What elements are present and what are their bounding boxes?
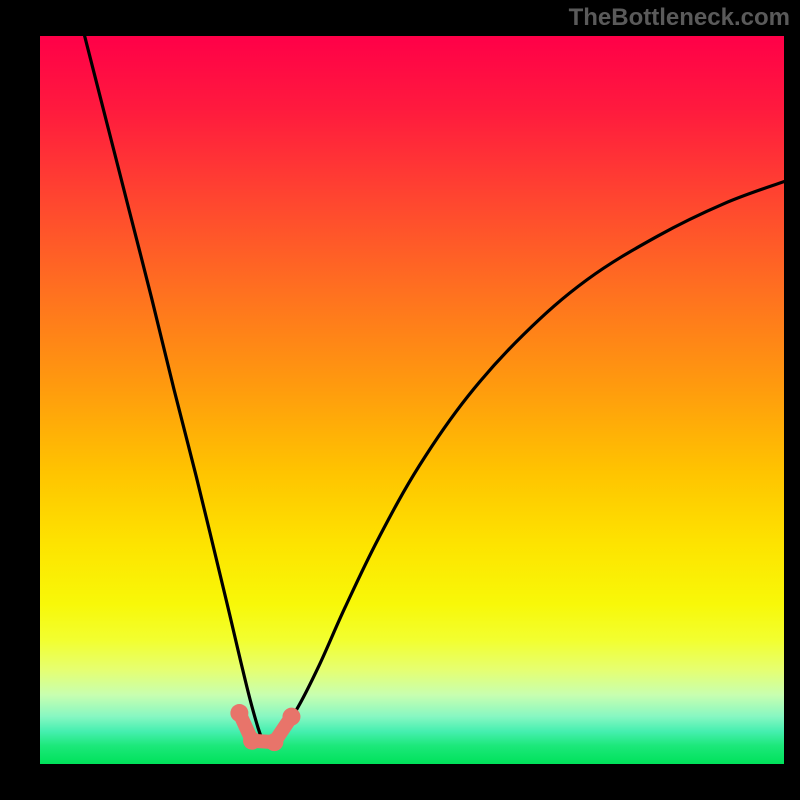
valley-marker (230, 704, 248, 722)
chart-frame: TheBottleneck.com (0, 0, 800, 800)
gradient-background (40, 36, 784, 764)
bottleneck-curve-chart (40, 36, 784, 764)
watermark-text: TheBottleneck.com (569, 4, 790, 32)
valley-marker (265, 733, 283, 751)
plot-area (40, 36, 784, 764)
valley-marker (243, 732, 261, 750)
valley-marker (282, 708, 300, 726)
